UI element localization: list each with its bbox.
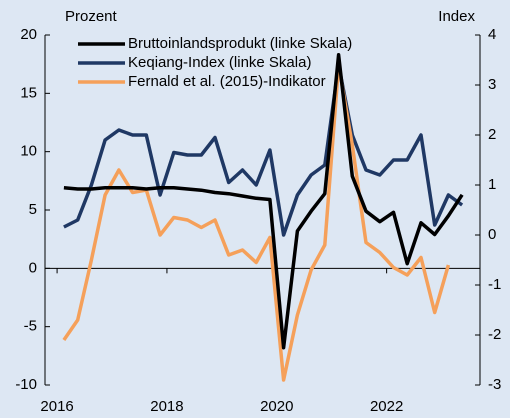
y2-tick-label: 1 [488,176,496,193]
y2-tick-label: -3 [488,376,501,393]
series-line [62,63,451,382]
legend-label: Fernald et al. (2015)-Indikator [128,73,326,90]
y2-tick-label: 4 [488,26,496,43]
legend-label: Bruttoinlandsprodukt (linke Skala) [128,35,352,52]
x-tick-label: 2020 [260,398,293,415]
series-line [63,53,464,350]
y-tick-label: -10 [15,376,37,393]
x-tick-label: 2022 [370,398,403,415]
y-axis-label: Prozent [65,8,118,25]
y-tick-label: 5 [29,201,37,218]
y2-tick-label: -1 [488,276,501,293]
series-line [63,63,464,237]
y2-tick-label: 3 [488,76,496,93]
y2-tick-label: -2 [488,326,501,343]
x-tick-label: 2018 [150,398,183,415]
legend-label: Keqiang-Index (linke Skala) [128,54,311,71]
y-tick-label: -5 [24,318,37,335]
y-tick-label: 10 [20,143,37,160]
y2-tick-label: 2 [488,126,496,143]
y2-tick-label: 0 [488,226,496,243]
y-tick-label: 20 [20,26,37,43]
x-tick-label: 2016 [40,398,73,415]
y-tick-label: 0 [29,259,37,276]
y-tick-label: 15 [20,84,37,101]
y2-axis-label: Index [438,8,475,25]
